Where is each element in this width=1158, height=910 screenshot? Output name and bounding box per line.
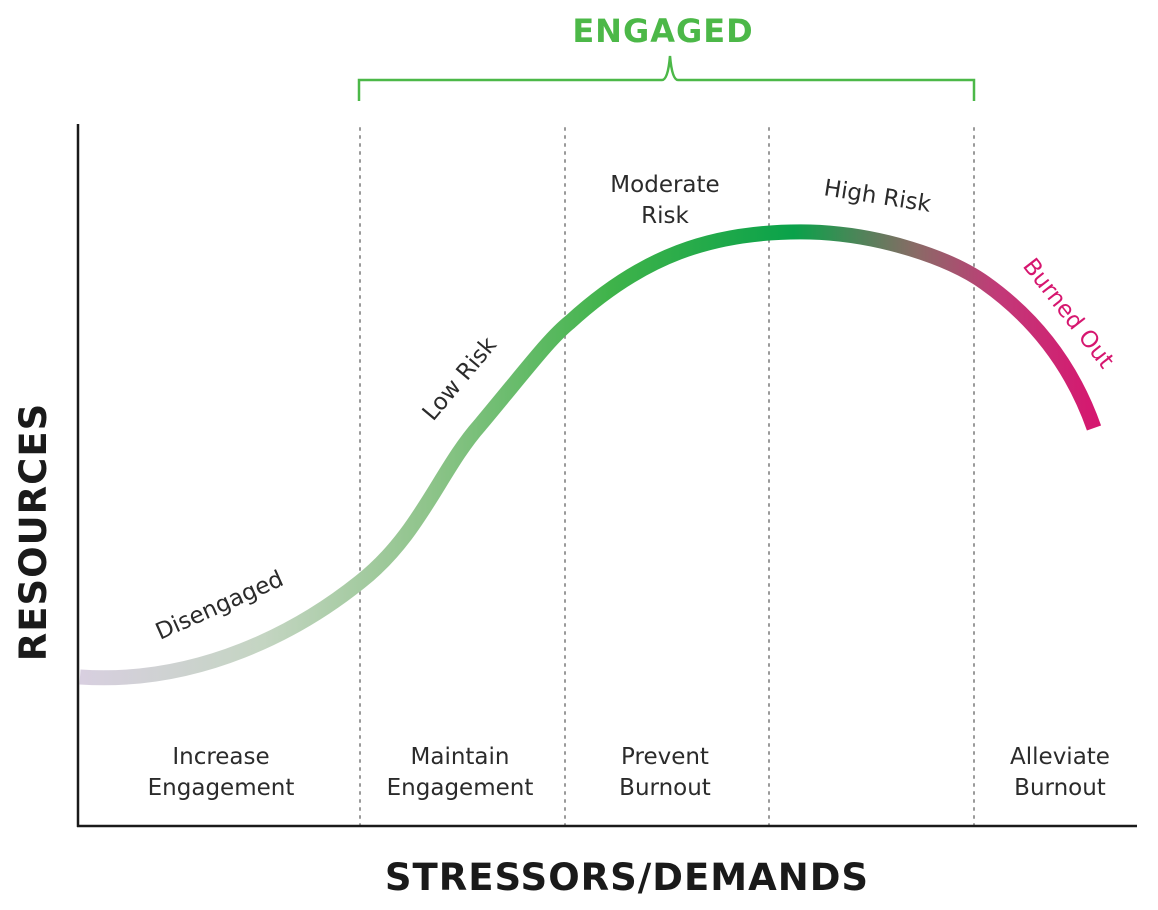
y-axis-title: RESOURCES	[12, 403, 55, 661]
engaged-label: ENGAGED	[572, 12, 753, 50]
zone-3-line2: Burnout	[619, 775, 711, 801]
label-high-risk: High Risk	[822, 175, 933, 218]
zone-5-line1: Alleviate	[1010, 744, 1110, 770]
zone-1-line1: Increase	[172, 744, 269, 770]
zone-2-line2: Engagement	[387, 775, 534, 801]
engaged-bracket	[357, 55, 976, 101]
zone-1-line2: Engagement	[148, 775, 295, 801]
x-axis-title: STRESSORS/DEMANDS	[385, 856, 869, 899]
label-moderate-line1: Moderate	[610, 172, 719, 198]
label-burned-out: Burned Out	[1017, 254, 1119, 374]
zone-5-line2: Burnout	[1014, 775, 1106, 801]
engagement-curve	[79, 224, 1102, 686]
zone-2-line1: Maintain	[411, 744, 510, 770]
zone-3-line1: Prevent	[621, 744, 709, 770]
label-moderate-line2: Risk	[641, 203, 689, 229]
zone-labels: Increase Engagement Maintain Engagement …	[148, 744, 1110, 801]
